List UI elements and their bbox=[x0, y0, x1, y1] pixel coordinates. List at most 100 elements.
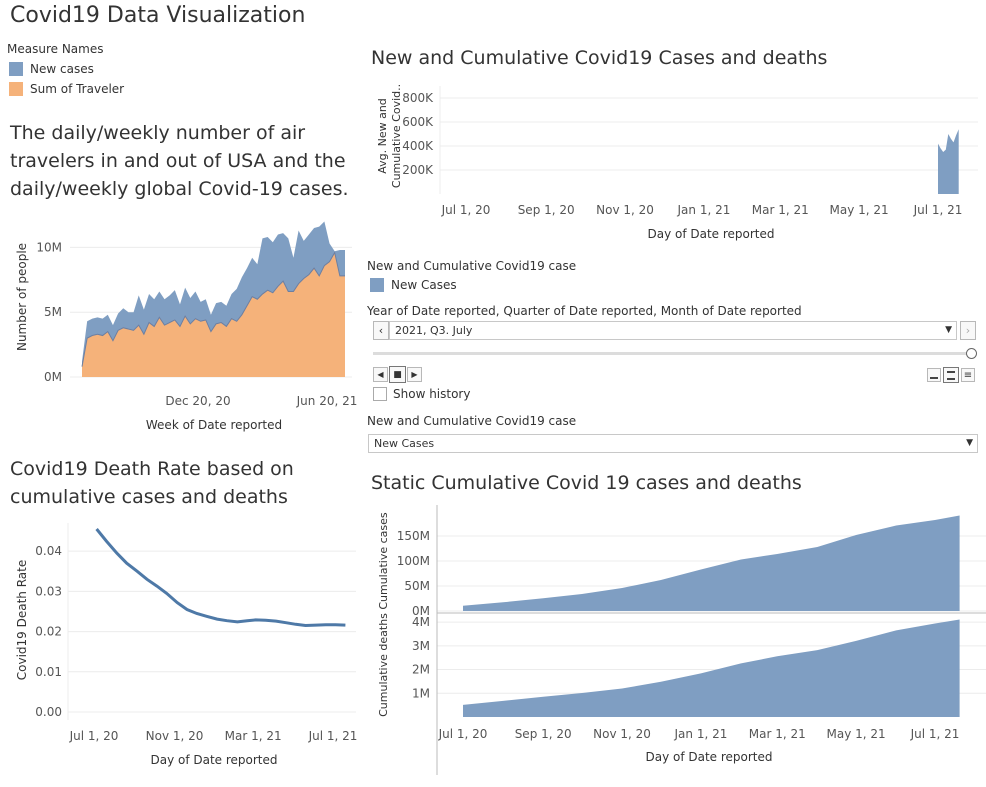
play-back-button[interactable]: ◀ bbox=[373, 367, 388, 382]
new-cumulative-y-axis-label-2: Cumulative Covid.. bbox=[390, 84, 403, 188]
play-back-icon: ◀ bbox=[377, 370, 384, 379]
y-tick-label: 0.00 bbox=[35, 705, 62, 719]
x-tick-label: Mar 1, 21 bbox=[749, 727, 806, 741]
x-tick-label: Jul 1, 20 bbox=[69, 729, 119, 743]
traveler-sum-of-traveler-area bbox=[82, 252, 345, 377]
x-tick-label: May 1, 21 bbox=[830, 203, 889, 217]
legend-item-sum-of-traveler[interactable]: Sum of Traveler bbox=[9, 82, 124, 96]
y-tick-label: 800K bbox=[402, 91, 434, 105]
y-tick-label: 0.01 bbox=[35, 665, 62, 679]
traveler-x-axis-label: Week of Date reported bbox=[146, 418, 282, 432]
show-history-label: Show history bbox=[393, 387, 471, 401]
page-select[interactable]: 2021, Q3. July ▼ bbox=[389, 321, 957, 340]
new-cumulative-x-axis-label: Day of Date reported bbox=[647, 227, 774, 241]
y-tick-label: 100M bbox=[397, 554, 430, 568]
static-cumulative-chart[interactable]: 0M 50M 100M 150M 1M 2M 3M 4M Jul 1, 20 Sep 1, 20… bbox=[367, 505, 986, 785]
legend-item-new-cases[interactable]: New cases bbox=[9, 62, 94, 76]
speed-medium-button[interactable] bbox=[943, 367, 959, 383]
page-slider-track[interactable] bbox=[373, 352, 970, 355]
play-forward-button[interactable]: ▶ bbox=[407, 367, 422, 382]
play-forward-icon: ▶ bbox=[411, 370, 418, 379]
x-tick-label: Nov 1, 20 bbox=[596, 203, 654, 217]
legend-swatch-new-cases bbox=[9, 62, 23, 76]
static-y-axis-label-cases: Cumulative cases bbox=[377, 512, 390, 610]
legend-label-new-cases: New cases bbox=[30, 62, 94, 76]
static-y-axis-label-deaths: Cumulative deaths bbox=[377, 613, 390, 717]
traveler-boundary-line bbox=[81, 251, 345, 367]
y-tick-label: 4M bbox=[412, 615, 430, 629]
y-tick-label: 3M bbox=[412, 639, 430, 653]
x-tick-label: Jan 1, 21 bbox=[674, 727, 728, 741]
y-tick-label: 150M bbox=[397, 529, 430, 543]
show-history-checkbox[interactable] bbox=[373, 387, 387, 401]
death-rate-chart[interactable]: 0.00 0.01 0.02 0.03 0.04 Jul 1, 20 Nov 1, 20 M… bbox=[0, 515, 362, 770]
death-rate-gridlines bbox=[67, 523, 356, 720]
x-tick-label: Mar 1, 21 bbox=[752, 203, 809, 217]
color-legend-label: New Cases bbox=[391, 278, 457, 292]
static-x-axis-label: Day of Date reported bbox=[645, 750, 772, 764]
param-select[interactable]: New Cases ▼ bbox=[368, 434, 978, 453]
y-tick-label: 1M bbox=[412, 686, 430, 700]
dashboard-title: Covid19 Data Visualization bbox=[10, 3, 306, 28]
top-chart-title: New and Cumulative Covid19 Cases and dea… bbox=[371, 47, 828, 69]
page-slider-handle[interactable] bbox=[966, 348, 977, 359]
static-cases-area bbox=[463, 515, 960, 611]
x-tick-label: May 1, 21 bbox=[827, 727, 886, 741]
x-tick-label: Nov 1, 20 bbox=[146, 729, 204, 743]
death-rate-y-axis-label: Covid19 Death Rate bbox=[15, 560, 29, 680]
page-select-value: 2021, Q3. July bbox=[395, 324, 473, 337]
color-legend-swatch bbox=[370, 278, 384, 292]
y-tick-label: 5M bbox=[44, 305, 62, 319]
color-legend-title: New and Cumulative Covid19 case bbox=[367, 259, 577, 273]
y-tick-label: 0.04 bbox=[35, 544, 62, 558]
x-tick-label: Nov 1, 20 bbox=[593, 727, 651, 741]
y-tick-label: 200K bbox=[402, 163, 434, 177]
x-tick-label: Jun 20, 21 bbox=[296, 394, 358, 408]
stop-button[interactable]: ■ bbox=[389, 366, 406, 383]
new-cumulative-chart[interactable]: 200K 400K 600K 800K Jul 1, 20 Sep 1, 20 Nov 1… bbox=[370, 80, 980, 245]
description-text: The daily/weekly number of air travelers… bbox=[10, 122, 349, 200]
x-tick-label: Jul 1, 21 bbox=[913, 203, 963, 217]
param-select-value: New Cases bbox=[374, 437, 435, 450]
x-tick-label: Dec 20, 20 bbox=[165, 394, 230, 408]
static-x-ticks: Jul 1, 20 Sep 1, 20 Nov 1, 20 Jan 1, 21 Mar … bbox=[438, 727, 960, 741]
static-y-ticks: 0M 50M 100M 150M 1M 2M 3M 4M bbox=[397, 529, 430, 700]
speed-slow-icon bbox=[930, 377, 938, 379]
y-tick-label: 0.02 bbox=[35, 625, 62, 639]
death-rate-title: Covid19 Death Rate based on cumulative c… bbox=[10, 458, 294, 508]
static-deaths-area bbox=[463, 619, 960, 717]
caret-down-icon: ▼ bbox=[945, 325, 952, 335]
death-rate-y-ticks: 0.00 0.01 0.02 0.03 0.04 bbox=[35, 544, 62, 719]
page-next-button[interactable]: › bbox=[960, 321, 976, 340]
new-cumulative-y-ticks: 200K 400K 600K 800K bbox=[402, 91, 434, 177]
page-prev-button[interactable]: ‹ bbox=[373, 321, 389, 340]
color-legend-item[interactable]: New Cases bbox=[370, 278, 457, 292]
traveler-y-axis-label: Number of people bbox=[15, 243, 29, 351]
new-cumulative-y-axis-label-1: Avg. New and bbox=[376, 98, 389, 174]
traveler-x-ticks: Dec 20, 20 Jun 20, 21 bbox=[165, 394, 357, 408]
caret-down-icon: ▼ bbox=[966, 438, 973, 448]
x-tick-label: Mar 1, 21 bbox=[225, 729, 282, 743]
chevron-right-icon: › bbox=[965, 324, 971, 337]
x-tick-label: Jan 1, 21 bbox=[677, 203, 731, 217]
speed-slow-button[interactable] bbox=[927, 368, 941, 382]
traveler-chart[interactable]: 0M 5M 10M Dec 20, 20 Jun 20, 21 Number of p… bbox=[0, 205, 362, 440]
y-tick-label: 50M bbox=[404, 579, 430, 593]
y-tick-label: 10M bbox=[36, 240, 62, 254]
static-title: Static Cumulative Covid 19 cases and dea… bbox=[371, 472, 802, 494]
new-cumulative-gridlines bbox=[439, 86, 978, 194]
x-tick-label: Sep 1, 20 bbox=[515, 727, 572, 741]
speed-fast-button[interactable]: ≡ bbox=[961, 368, 975, 382]
death-rate-line bbox=[95, 528, 346, 628]
legend-title: Measure Names bbox=[7, 42, 104, 56]
legend-swatch-sum-of-traveler bbox=[9, 82, 23, 96]
new-cumulative-x-ticks: Jul 1, 20 Sep 1, 20 Nov 1, 20 Jan 1, 21 Mar … bbox=[441, 203, 963, 217]
death-rate-x-ticks: Jul 1, 20 Nov 1, 20 Mar 1, 21 Jul 1, 21 bbox=[69, 729, 358, 743]
speed-medium-icon bbox=[947, 370, 955, 380]
x-tick-label: Jul 1, 21 bbox=[308, 729, 358, 743]
y-tick-label: 0.03 bbox=[35, 584, 62, 598]
legend-label-sum-of-traveler: Sum of Traveler bbox=[30, 82, 125, 96]
new-cumulative-area bbox=[938, 129, 959, 194]
stop-icon: ■ bbox=[393, 369, 402, 380]
y-tick-label: 0M bbox=[412, 604, 430, 618]
